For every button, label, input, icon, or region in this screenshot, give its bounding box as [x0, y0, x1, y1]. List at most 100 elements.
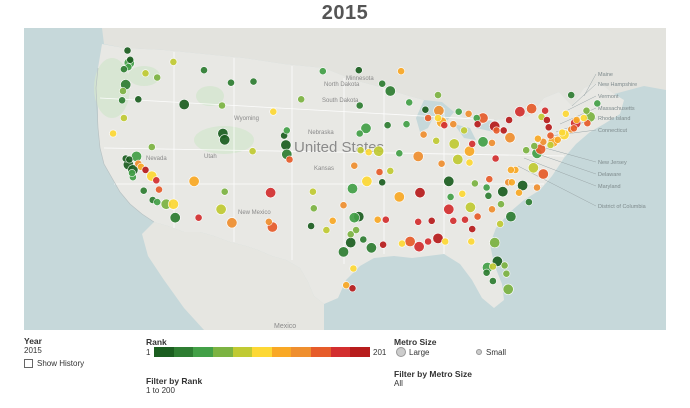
metro-bubble[interactable]	[502, 283, 514, 295]
metro-bubble[interactable]	[352, 226, 360, 234]
metro-bubble[interactable]	[379, 240, 387, 249]
metro-bubble[interactable]	[169, 212, 181, 224]
metro-bubble[interactable]	[361, 175, 373, 187]
metro-bubble[interactable]	[441, 237, 450, 246]
metro-bubble[interactable]	[449, 120, 458, 129]
metro-bubble[interactable]	[484, 191, 493, 200]
metro-bubble[interactable]	[507, 178, 516, 187]
metro-bubble[interactable]	[527, 162, 539, 174]
metro-bubble[interactable]	[414, 187, 426, 199]
metro-bubble[interactable]	[567, 91, 576, 99]
metro-bubble[interactable]	[139, 186, 148, 195]
metro-bubble[interactable]	[530, 142, 539, 150]
filter-by-metro-size[interactable]: Filter by Metro Size All	[394, 369, 472, 388]
metro-bubble[interactable]	[178, 99, 190, 111]
metro-bubble[interactable]	[449, 216, 458, 225]
metro-bubble[interactable]	[359, 235, 368, 244]
metro-bubble[interactable]	[194, 213, 203, 222]
map[interactable]: North Dakota South Dakota Wyoming Nebras…	[24, 28, 666, 330]
metro-bubble[interactable]	[489, 237, 501, 249]
metro-bubble[interactable]	[488, 262, 497, 271]
metro-bubble[interactable]	[593, 99, 602, 108]
metro-bubble[interactable]	[285, 155, 294, 164]
metro-bubble[interactable]	[514, 106, 526, 118]
metro-bubble[interactable]	[350, 161, 359, 170]
metro-bubble[interactable]	[373, 215, 382, 224]
metro-bubble[interactable]	[128, 169, 136, 177]
metro-bubble[interactable]	[125, 155, 134, 164]
metro-bubble[interactable]	[437, 159, 446, 168]
metro-bubble[interactable]	[134, 95, 143, 104]
metro-bubble[interactable]	[534, 134, 542, 143]
metro-bubble[interactable]	[470, 179, 479, 188]
metro-bubble[interactable]	[398, 239, 406, 248]
metro-bubble[interactable]	[265, 187, 277, 199]
metro-bubble[interactable]	[309, 204, 318, 213]
metro-bubble[interactable]	[118, 96, 126, 105]
metro-bubble[interactable]	[497, 200, 505, 209]
metro-bubble[interactable]	[543, 116, 551, 124]
metro-bubble[interactable]	[517, 180, 529, 192]
metro-bubble[interactable]	[448, 138, 460, 150]
metro-bubble[interactable]	[264, 217, 273, 226]
metro-bubble[interactable]	[378, 178, 387, 187]
metro-bubble[interactable]	[364, 148, 373, 157]
metro-bubble[interactable]	[405, 98, 414, 107]
metro-bubble[interactable]	[424, 237, 432, 246]
metro-bubble[interactable]	[318, 67, 327, 76]
metro-bubble[interactable]	[169, 58, 178, 66]
metro-bubble[interactable]	[485, 175, 494, 184]
metro-bubble[interactable]	[452, 154, 464, 166]
metro-bubble[interactable]	[541, 106, 549, 115]
map-canvas[interactable]: North Dakota South Dakota Wyoming Nebras…	[24, 28, 666, 330]
metro-bubble[interactable]	[482, 183, 491, 192]
metro-bubble[interactable]	[384, 85, 396, 97]
metro-bubble[interactable]	[412, 150, 424, 162]
metro-bubble[interactable]	[432, 136, 441, 145]
filter-by-rank[interactable]: Filter by Rank 1 to 200	[146, 376, 202, 395]
metro-bubble[interactable]	[526, 103, 538, 115]
metro-bubble[interactable]	[349, 264, 358, 273]
show-history-toggle[interactable]: Show History	[24, 359, 84, 368]
metro-bubble[interactable]	[492, 126, 501, 135]
metro-bubble[interactable]	[454, 107, 463, 116]
metro-bubble[interactable]	[249, 77, 258, 86]
metro-bubble[interactable]	[544, 123, 553, 132]
metro-bubble[interactable]	[553, 135, 562, 144]
metro-bubble[interactable]	[383, 121, 392, 130]
metro-bubble[interactable]	[227, 78, 235, 87]
metro-bubble[interactable]	[473, 212, 482, 221]
metro-bubble[interactable]	[386, 166, 395, 175]
metro-bubble[interactable]	[443, 175, 455, 187]
metro-bubble[interactable]	[119, 87, 127, 95]
metro-bubble[interactable]	[378, 79, 387, 88]
metro-bubble[interactable]	[355, 101, 364, 110]
filter-metro-value[interactable]: All	[394, 379, 403, 388]
metro-bubble[interactable]	[153, 198, 162, 206]
metro-bubble[interactable]	[248, 147, 257, 156]
metro-bubble[interactable]	[496, 219, 504, 228]
year-value[interactable]: 2015	[24, 346, 42, 355]
metro-bubble[interactable]	[570, 124, 578, 133]
metro-bubble[interactable]	[337, 246, 349, 258]
metro-bubble[interactable]	[322, 226, 331, 234]
metro-bubble[interactable]	[477, 136, 489, 148]
metro-bubble[interactable]	[579, 114, 588, 122]
metro-bubble[interactable]	[413, 241, 425, 253]
metro-bubble[interactable]	[126, 55, 135, 64]
metro-bubble[interactable]	[339, 201, 348, 210]
metro-bubble[interactable]	[200, 66, 208, 75]
metro-bubble[interactable]	[502, 269, 511, 278]
metro-bubble[interactable]	[346, 230, 355, 239]
metro-bubble[interactable]	[346, 183, 358, 195]
metro-bubble[interactable]	[558, 128, 567, 137]
metro-bubble[interactable]	[220, 187, 229, 196]
metro-bubble[interactable]	[226, 217, 238, 229]
metro-bubble[interactable]	[307, 222, 315, 230]
metro-bubble[interactable]	[373, 145, 385, 157]
metro-bubble[interactable]	[488, 139, 496, 147]
metro-bubble[interactable]	[546, 131, 555, 140]
metro-bubble[interactable]	[402, 120, 411, 129]
metro-bubble[interactable]	[120, 114, 128, 122]
metro-bubble[interactable]	[328, 216, 337, 225]
